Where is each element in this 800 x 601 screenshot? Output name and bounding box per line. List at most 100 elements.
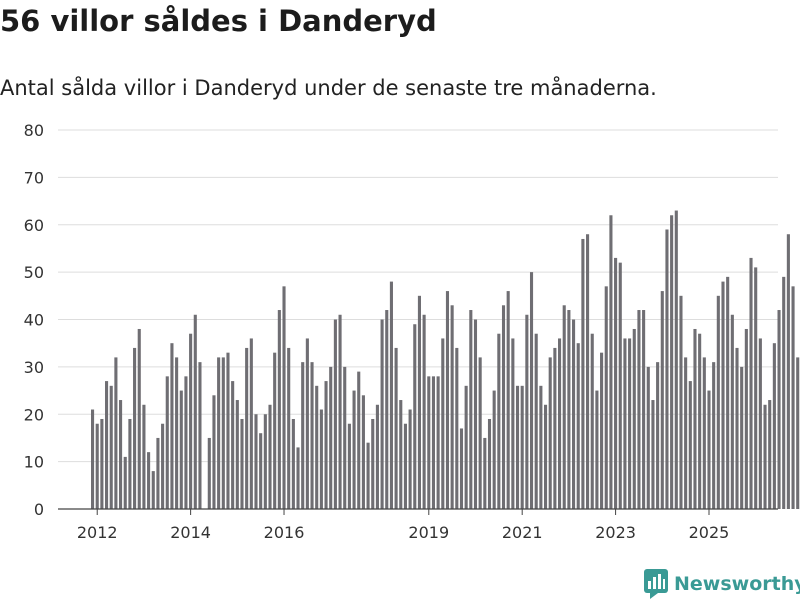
bar (259, 433, 263, 509)
bar (525, 314, 529, 509)
bar (632, 328, 636, 509)
bar (133, 347, 137, 509)
bar (791, 286, 795, 509)
bar (249, 338, 253, 509)
bar (548, 357, 552, 509)
bar (226, 352, 230, 509)
bar (301, 362, 305, 509)
bar (109, 385, 113, 509)
bar (656, 362, 660, 509)
bar (628, 338, 632, 509)
bar (534, 333, 538, 509)
y-tick-label: 20 (24, 405, 44, 424)
bar (170, 343, 174, 509)
y-tick-label: 40 (24, 311, 44, 330)
newsworthy-brand[interactable]: Newsworthy (644, 567, 800, 601)
bar (572, 319, 576, 509)
y-tick-label: 0 (34, 500, 44, 519)
x-tick-label: 2019 (408, 523, 449, 542)
bar (245, 347, 249, 509)
bar (408, 409, 412, 509)
bar (562, 305, 566, 509)
bar (417, 295, 421, 509)
bar (576, 343, 580, 509)
bar (329, 366, 333, 510)
bar (95, 423, 99, 509)
bar (459, 428, 464, 509)
bar (754, 267, 758, 509)
bar (179, 390, 183, 509)
bar (394, 347, 398, 509)
y-tick-label: 10 (24, 453, 44, 472)
bar (403, 423, 407, 509)
bar (184, 376, 188, 509)
bar (651, 400, 655, 509)
bar (427, 376, 431, 509)
bar (473, 319, 478, 509)
bar (137, 328, 141, 509)
bar (165, 376, 169, 509)
bar (217, 357, 221, 509)
bar (646, 366, 650, 510)
bar (558, 338, 562, 509)
bar (455, 347, 459, 509)
bar (305, 338, 309, 509)
bar (156, 437, 160, 509)
bar (744, 328, 748, 509)
bar (431, 376, 436, 509)
bar (375, 404, 379, 509)
bar (263, 414, 267, 509)
bar (413, 324, 417, 509)
bar (618, 262, 622, 509)
newsworthy-logo-icon (644, 569, 668, 599)
bar (371, 418, 375, 509)
bar (361, 395, 365, 509)
y-tick-label: 30 (24, 358, 44, 377)
bar (642, 310, 646, 509)
y-tick-label: 80 (24, 121, 44, 140)
bar (543, 404, 548, 509)
bar (515, 385, 520, 509)
bar (212, 395, 216, 509)
bar (614, 257, 618, 509)
bar (511, 338, 515, 509)
bar (796, 357, 800, 509)
bar (380, 319, 384, 509)
bar (142, 404, 146, 509)
bar (581, 238, 585, 509)
bar (553, 347, 557, 509)
bar (492, 390, 496, 509)
bar (679, 295, 683, 509)
bar (768, 400, 772, 509)
bar (445, 291, 450, 509)
bar (609, 215, 613, 509)
x-tick-label: 2023 (595, 523, 636, 542)
bar (450, 305, 454, 509)
bar (333, 319, 337, 509)
bar (693, 328, 697, 509)
bar (688, 381, 692, 509)
bar (520, 385, 524, 509)
bar (128, 418, 132, 509)
bar (600, 352, 604, 509)
bar (501, 305, 506, 509)
x-axis: 2012 2014 2016 2019 2021 2023 2025 (58, 508, 778, 542)
bar (347, 423, 351, 509)
bar (441, 338, 445, 509)
bar (637, 310, 641, 509)
bar (319, 409, 323, 509)
y-tick-label: 70 (24, 168, 44, 187)
x-tick-label: 2016 (264, 523, 305, 542)
bar (539, 385, 543, 509)
bar (282, 286, 286, 509)
bar (310, 362, 314, 509)
bar (175, 357, 179, 509)
bar (193, 314, 197, 509)
bar (324, 381, 328, 509)
y-axis-tick-labels: 0 10 20 30 40 50 60 70 80 (24, 121, 44, 519)
bar (567, 310, 571, 509)
y-tick-label: 50 (24, 263, 44, 282)
bar (483, 437, 487, 509)
bar (506, 291, 510, 509)
bar (735, 347, 739, 509)
